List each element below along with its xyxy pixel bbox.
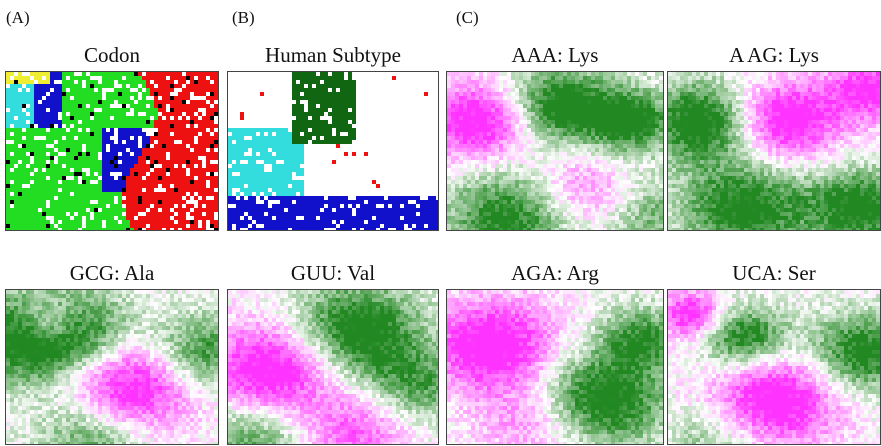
panel-title-aag-lys: A AG: Lys xyxy=(729,43,819,67)
panel-label-b: (B) xyxy=(232,8,255,27)
human-subtype-map xyxy=(227,71,439,231)
panel-title-aga-arg: AGA: Arg xyxy=(511,261,599,285)
panel-aga-arg: AGA: Arg xyxy=(446,256,664,445)
heatmap-gcg-ala xyxy=(5,289,219,445)
codon-cluster-map xyxy=(5,71,219,231)
panel-uca-ser: UCA: Ser xyxy=(667,256,881,445)
panel-human-subtype: Human Subtype xyxy=(227,38,439,231)
heatmap-aag-lys xyxy=(667,71,881,231)
panel-codon: Codon xyxy=(5,38,219,231)
panel-title-codon: Codon xyxy=(83,43,140,67)
panel-label-c: (C) xyxy=(456,8,479,27)
panel-title-human-subtype: Human Subtype xyxy=(265,43,401,67)
panel-title-uca-ser: UCA: Ser xyxy=(732,261,816,285)
heatmap-aga-arg xyxy=(446,289,664,445)
panel-aaa-lys: AAA: Lys xyxy=(446,38,664,231)
heatmap-guu-val xyxy=(227,289,439,445)
heatmap-aaa-lys xyxy=(446,71,664,231)
panel-aag-lys: A AG: Lys xyxy=(667,38,881,231)
panel-title-guu-val: GUU: Val xyxy=(290,261,376,285)
panel-title-gcg-ala: GCG: Ala xyxy=(69,261,155,285)
panel-gcg-ala: GCG: Ala xyxy=(5,256,219,445)
heatmap-uca-ser xyxy=(667,289,881,445)
panel-label-a: (A) xyxy=(6,8,30,27)
panel-title-aaa-lys: AAA: Lys xyxy=(511,43,599,67)
panel-guu-val: GUU: Val xyxy=(227,256,439,445)
